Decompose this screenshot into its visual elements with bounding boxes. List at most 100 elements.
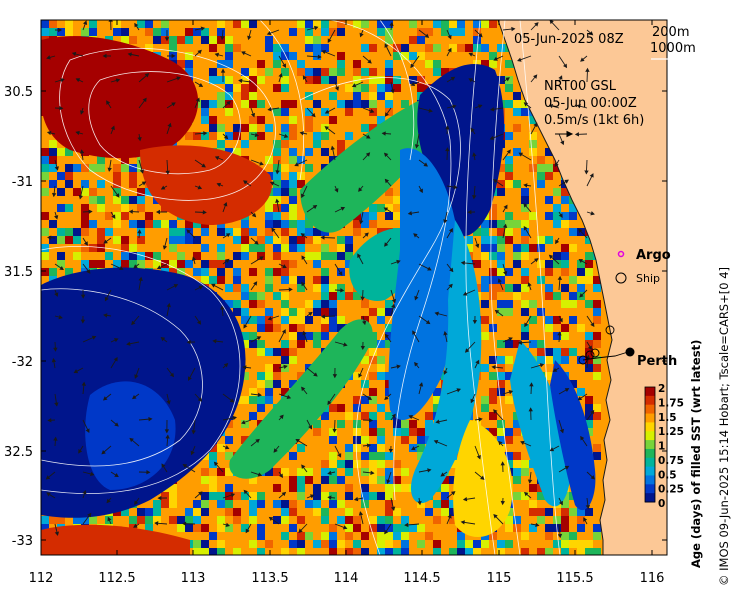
sst-cell (41, 516, 49, 524)
sst-cell (217, 132, 225, 140)
current-arrow-head (230, 493, 236, 498)
sst-cell (257, 532, 265, 540)
sst-cell (361, 452, 369, 460)
sst-cell (497, 276, 505, 284)
current-arrow-head (407, 211, 413, 216)
current-arrow-head (523, 102, 529, 107)
sst-cell (161, 28, 169, 36)
sst-cell (201, 476, 209, 484)
sst-cell (369, 124, 377, 132)
sst-cell (137, 252, 145, 260)
sst-cell (497, 228, 505, 236)
sst-cell (305, 476, 313, 484)
colorbar-swatch (645, 387, 655, 397)
sst-cell (185, 516, 193, 524)
current-arrow-head (410, 63, 415, 69)
sst-cell (369, 452, 377, 460)
current-arrow-head (241, 420, 246, 425)
current-arrow-head (368, 418, 374, 423)
current-arrow-head (317, 54, 322, 59)
sst-cell (433, 500, 441, 508)
current-arrow-head (337, 453, 342, 458)
sst-cell (577, 540, 585, 548)
current-arrow-head (232, 415, 237, 421)
sst-cell (305, 252, 313, 260)
sst-cell (241, 84, 249, 92)
sst-cell (225, 60, 233, 68)
sst-cell (417, 84, 425, 92)
current-arrow-head (366, 443, 372, 448)
sst-cell (385, 468, 393, 476)
sst-cell (113, 180, 121, 188)
current-scale-label: 0.5m/s (1kt 6h) (544, 113, 644, 128)
sst-cell (289, 164, 297, 172)
sst-cell (249, 68, 257, 76)
sst-cell (553, 180, 561, 188)
sst-cell (113, 236, 121, 244)
sst-cell (225, 92, 233, 100)
sst-cell (545, 356, 553, 364)
sst-cell (129, 164, 137, 172)
sst-cell (529, 468, 537, 476)
y-tick-label: -32 (12, 355, 33, 370)
current-arrow-head (524, 322, 529, 328)
sst-cell (241, 244, 249, 252)
sst-cell (185, 52, 193, 60)
sst-cell (545, 324, 553, 332)
sst-cell (593, 532, 601, 540)
sst-cell (393, 452, 401, 460)
current-arrow-head (558, 213, 563, 218)
sst-cell (257, 300, 265, 308)
sst-cell (217, 140, 225, 148)
sst-cell (145, 20, 153, 28)
current-arrow-head (311, 112, 316, 118)
sst-cell (385, 308, 393, 316)
sst-cell (393, 52, 401, 60)
sst-cell (281, 108, 289, 116)
sst-cell (329, 284, 337, 292)
current-arrow-head (517, 57, 522, 62)
sst-cell (249, 292, 257, 300)
sst-cell (585, 540, 593, 548)
sst-cell (497, 252, 505, 260)
current-arrow-head (46, 55, 51, 60)
sst-cell (553, 212, 561, 220)
current-arrow-head (480, 475, 485, 480)
sst-cell (273, 348, 281, 356)
current-arrow-head (342, 525, 348, 530)
sst-cell (489, 220, 497, 228)
current-arrow-head (225, 233, 231, 238)
sst-cell (313, 500, 321, 508)
sst-cell (361, 44, 369, 52)
sst-cell (305, 524, 313, 532)
current-arrow-head (493, 409, 498, 414)
sst-cell (129, 220, 137, 228)
sst-cell (537, 316, 545, 324)
sst-cell (345, 444, 353, 452)
sst-cell (345, 100, 353, 108)
current-arrow-head (106, 100, 111, 105)
sst-cell (385, 20, 393, 28)
current-arrow-head (220, 36, 225, 41)
current-arrow-head (166, 400, 171, 405)
current-arrow-head (45, 475, 51, 480)
sst-cell (145, 188, 153, 196)
sst-cell (265, 380, 273, 388)
sst-cell (329, 532, 337, 540)
colorbar-swatch (645, 404, 655, 415)
sst-cell (489, 388, 497, 396)
sst-cell (417, 60, 425, 68)
sst-cell (249, 20, 257, 28)
sst-cell (577, 268, 585, 276)
current-arrow-head (259, 161, 264, 166)
sst-cell (217, 516, 225, 524)
sst-cell (505, 300, 513, 308)
sst-cell (225, 292, 233, 300)
current-arrow-head (107, 167, 112, 172)
current-arrow-head (54, 166, 59, 171)
current-arrow-head (75, 78, 81, 83)
current-arrow-head (115, 193, 120, 198)
sst-cell (537, 236, 545, 244)
sst-cell (313, 276, 321, 284)
current-arrow-head (578, 228, 583, 233)
